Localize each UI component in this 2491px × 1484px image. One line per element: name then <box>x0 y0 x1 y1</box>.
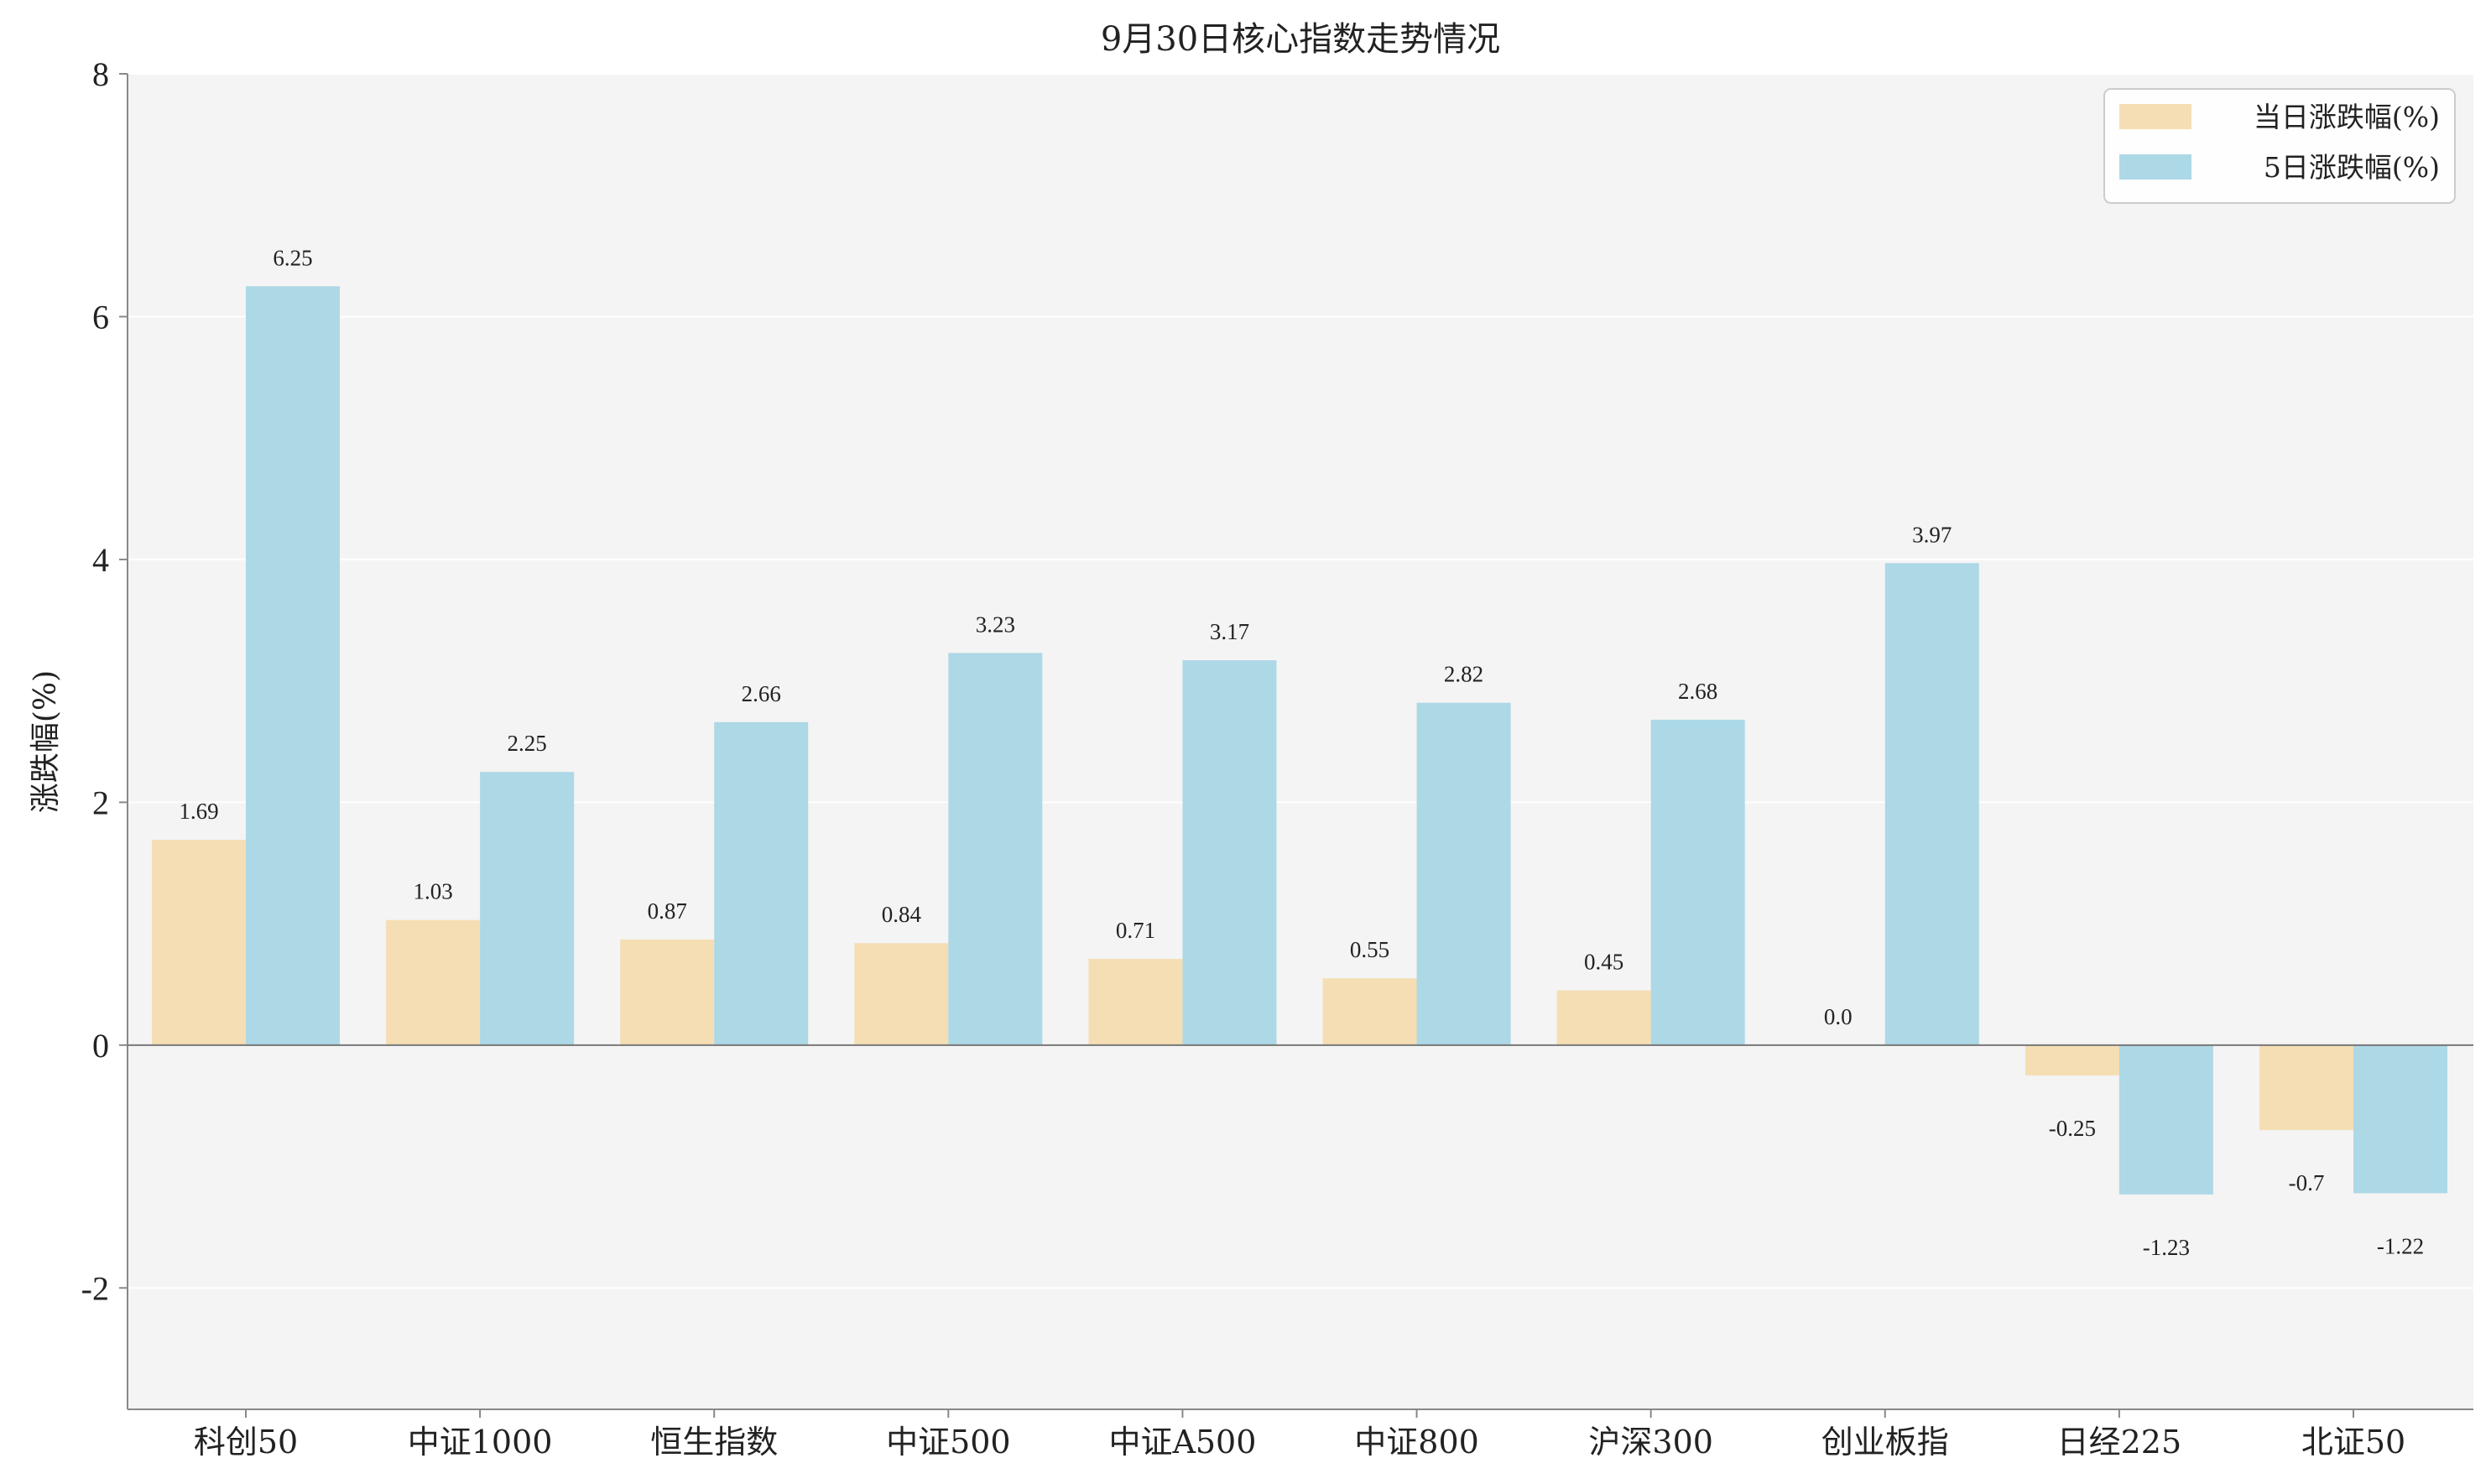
data-label: -1.23 <box>2143 1235 2190 1260</box>
data-labels: 1.69 6.25 1.03 2.25 0.87 2.66 0.84 3.23 0.71 3.17… <box>179 245 2424 1260</box>
data-label: 0.45 <box>1584 950 1623 975</box>
bar-five-day-4 <box>1182 660 1277 1045</box>
bar-five-day-6 <box>1650 719 1745 1045</box>
y-axis-label: 涨跌幅(%) <box>29 670 63 813</box>
legend: 当日涨跌幅(%) 5日涨跌幅(%) <box>2103 88 2456 204</box>
legend-swatch <box>2119 154 2191 180</box>
data-label: 0.87 <box>648 898 687 924</box>
data-label: 1.69 <box>179 799 218 824</box>
x-tick-label: 恒生指数 <box>650 1424 778 1461</box>
bar-five-day-2 <box>714 721 809 1045</box>
x-tick-label: 中证500 <box>886 1424 1011 1461</box>
y-tick-label: 0 <box>92 1027 109 1065</box>
x-tick-label: 创业板指 <box>1821 1424 1949 1461</box>
bars <box>152 286 2447 1195</box>
x-tick-label: 沪深300 <box>1588 1424 1713 1461</box>
data-label: 2.25 <box>507 731 546 756</box>
legend-label: 5日涨跌幅(%) <box>2264 151 2440 184</box>
bar-daily-5 <box>1322 978 1417 1045</box>
x-tick-label: 北证50 <box>2301 1424 2405 1461</box>
plot-area <box>128 74 2473 1409</box>
bar-daily-0 <box>152 840 246 1045</box>
bar-five-day-0 <box>246 286 340 1045</box>
y-tick-label: -2 <box>81 1269 109 1307</box>
data-label: 3.97 <box>1912 522 1952 547</box>
data-label: -1.22 <box>2377 1233 2424 1258</box>
bar-five-day-7 <box>1884 563 1979 1045</box>
y-tick-label: 4 <box>92 541 109 579</box>
y-tick-label: 8 <box>92 55 109 93</box>
bar-five-day-3 <box>948 653 1043 1045</box>
x-tick-label: 中证A500 <box>1108 1424 1256 1461</box>
y-tick-label: 6 <box>92 298 109 336</box>
bar-daily-8 <box>2025 1044 2119 1075</box>
x-tick-label: 日经225 <box>2057 1424 2182 1461</box>
bar-daily-9 <box>2259 1044 2353 1131</box>
data-label: 2.66 <box>742 681 781 706</box>
data-label: -0.25 <box>2049 1116 2096 1141</box>
chart-title: 9月30日核心指数走势情况 <box>1101 20 1500 59</box>
data-label: 0.55 <box>1350 937 1389 962</box>
bar-five-day-9 <box>2353 1044 2447 1194</box>
x-tick-label: 中证800 <box>1354 1424 1479 1461</box>
data-label: 3.23 <box>976 612 1015 637</box>
axes: -2 0 2 4 6 8 科创50 中证1000 恒生指数 中证500 中证A500 中证800 沪深3… <box>81 55 2473 1461</box>
data-label: 0.0 <box>1824 1004 1853 1029</box>
bar-five-day-5 <box>1416 702 1511 1045</box>
legend-swatch <box>2119 104 2191 129</box>
data-label: 1.03 <box>413 879 452 904</box>
bar-daily-4 <box>1088 959 1183 1045</box>
bar-daily-1 <box>386 919 481 1045</box>
data-label: 2.82 <box>1444 662 1483 687</box>
data-label: 3.17 <box>1210 619 1249 644</box>
x-tick-label: 中证1000 <box>408 1424 553 1461</box>
data-label: 0.71 <box>1116 918 1155 943</box>
legend-box <box>2103 88 2456 204</box>
data-label: 6.25 <box>273 245 312 270</box>
bar-daily-2 <box>620 939 715 1045</box>
y-tick-label: 2 <box>92 784 109 821</box>
bar-five-day-1 <box>480 772 575 1045</box>
data-label: 0.84 <box>882 902 922 927</box>
bar-five-day-8 <box>2118 1044 2213 1195</box>
data-label: -0.7 <box>2289 1170 2325 1195</box>
legend-label: 当日涨跌幅(%) <box>2254 101 2440 133</box>
bar-daily-6 <box>1556 990 1651 1045</box>
bar-daily-3 <box>854 943 949 1045</box>
x-tick-label: 科创50 <box>194 1424 298 1461</box>
data-label: 2.68 <box>1678 679 1717 704</box>
